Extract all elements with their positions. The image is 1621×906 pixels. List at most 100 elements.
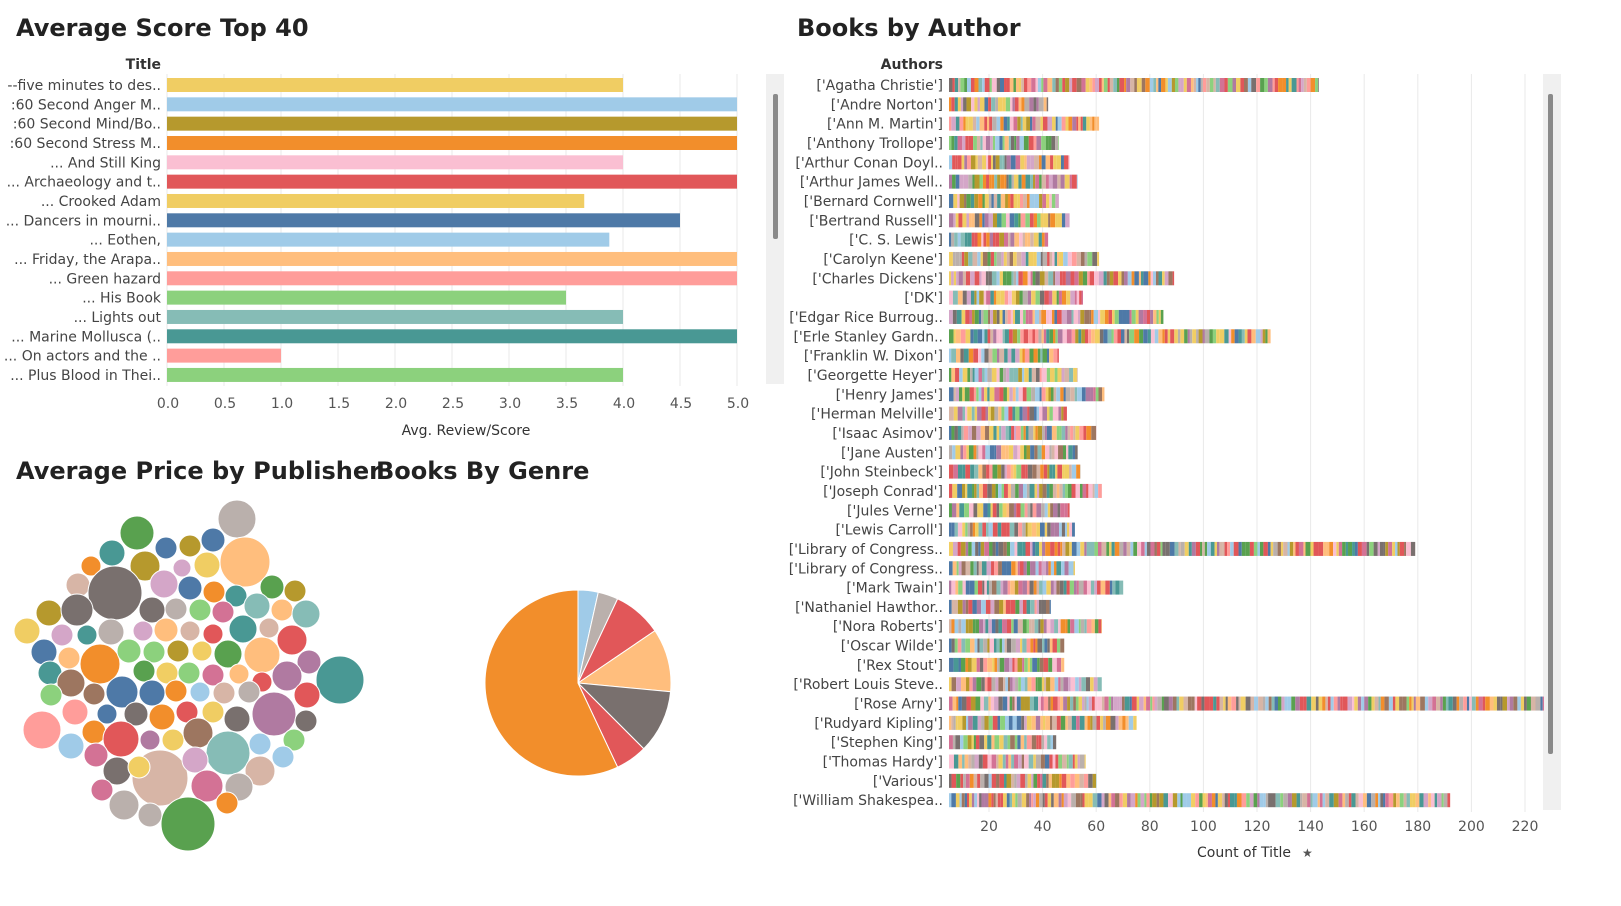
author-bar-segment [1058, 135, 1059, 150]
author-bar-segment [957, 483, 962, 498]
author-bar-segment [988, 97, 992, 112]
author-bar-segment [1070, 425, 1074, 440]
author-bar-segment [1027, 290, 1032, 305]
author-bar-segment [1249, 541, 1254, 556]
author-bar-segment [1111, 329, 1114, 344]
author-bar-segment [1178, 541, 1181, 556]
author-bar-segment [1126, 541, 1131, 556]
author-bar-segment [1287, 541, 1290, 556]
author-bar-segment [1006, 387, 1010, 402]
author-bar-segment [1019, 135, 1024, 150]
author-bar-segment [951, 271, 954, 286]
author-bar-segment [1202, 793, 1206, 808]
author-bar-segment [951, 715, 954, 730]
author-bar-segment [1092, 773, 1097, 788]
author-bar-segment [1038, 232, 1042, 247]
author-bar-segment [957, 541, 961, 556]
author-bar-segment [1282, 78, 1287, 92]
author-bar-segment [1388, 696, 1393, 711]
author-bar-segment [960, 232, 965, 247]
author-bar-segment [1287, 793, 1292, 808]
author-bar-segment [1071, 541, 1077, 556]
author-bar-segment [996, 290, 1001, 305]
author-bar-segment [1065, 425, 1068, 440]
author-bar-segment [979, 97, 985, 112]
author-bar-segment [964, 78, 968, 92]
author-bar-segment [1283, 541, 1288, 556]
author-bar-segment [996, 425, 1000, 440]
author-bar-segment [1254, 696, 1259, 711]
author-bar-segment [1069, 541, 1072, 556]
author-bar-segment [1375, 793, 1379, 808]
author-bar-segment [951, 232, 955, 247]
author-bar-segment [1051, 425, 1057, 440]
author-bar-segment [1036, 251, 1041, 266]
author-bar-segment [1169, 541, 1175, 556]
author-bar-segment [1054, 541, 1058, 556]
author-bar-segment [1038, 155, 1042, 170]
author-bar-segment [1040, 348, 1043, 363]
author-bar-segment [1010, 309, 1013, 324]
author-bar-segment [1074, 773, 1080, 788]
author-bar-segment [1104, 309, 1109, 324]
author-bar-segment [1192, 329, 1197, 344]
author-x-tick: 180 [1404, 819, 1431, 835]
author-scrollbar-thumb[interactable] [1548, 94, 1553, 754]
author-bar-segment [1268, 793, 1273, 808]
author-bar-segment [1048, 657, 1053, 672]
author-bar-segment [959, 193, 965, 208]
author-bar-segment [1061, 290, 1067, 305]
score-x-tick: 3.5 [556, 396, 578, 412]
author-bar-segment [1078, 309, 1081, 324]
author-bar-segment [1129, 309, 1132, 324]
author-bar-segment [958, 754, 963, 769]
author-bar-segment [1260, 78, 1265, 92]
score-scrollbar-thumb[interactable] [773, 94, 778, 239]
author-bar-segment [986, 174, 990, 189]
author-bar-segment [949, 715, 952, 730]
author-bar-segment [1049, 464, 1053, 479]
author-bar-segment [1081, 78, 1086, 92]
author-bar-segment [1015, 677, 1019, 692]
author-bar-segment [1126, 329, 1130, 344]
author-row-header: Authors [881, 57, 943, 73]
score-row-label: :60 Second Anger M.. [11, 97, 161, 113]
author-bar-segment [963, 97, 967, 112]
author-bar-segment [1187, 329, 1190, 344]
publisher-bubble [224, 584, 248, 608]
author-bar-segment [982, 329, 985, 344]
author-bar-segment [971, 213, 975, 228]
publisher-bubble [79, 643, 121, 685]
author-bar-segment [959, 251, 962, 266]
author-bar-segment [1010, 155, 1016, 170]
author-row-label: ['Robert Louis Steve.. [793, 677, 943, 693]
score-bar [167, 135, 737, 150]
author-bar-segment [1019, 561, 1024, 576]
author-bar-segment [1068, 155, 1070, 170]
author-bar-segment [1167, 78, 1172, 92]
author-bar-segment [1049, 193, 1052, 208]
author-bar-segment [1022, 638, 1027, 653]
author-bar-segment [952, 445, 956, 460]
author-bar-segment [1311, 696, 1316, 711]
author-bar-segment [1291, 793, 1297, 808]
author-bar-segment [1183, 78, 1187, 92]
author-bar-segment [960, 657, 966, 672]
author-bar-segment [1106, 541, 1110, 556]
author-bar-segment [983, 232, 987, 247]
author-row-label: ['Andre Norton'] [831, 97, 943, 113]
author-bar-segment [1186, 793, 1192, 808]
author-bar-segment [1373, 541, 1378, 556]
score-row-label: ... Friday, the Arapa.. [14, 252, 161, 268]
author-bar-segment [1018, 677, 1021, 692]
author-bar-segment [1217, 793, 1223, 808]
author-bar-segment [1153, 271, 1156, 286]
author-bar-segment [1250, 696, 1255, 711]
author-bar-segment [1020, 696, 1025, 711]
author-bar-segment [987, 483, 992, 498]
author-bar-segment [1057, 116, 1062, 131]
author-bar-segment [1024, 503, 1028, 518]
author-row-label: ['Herman Melville'] [811, 407, 943, 423]
author-bar-segment [1039, 271, 1045, 286]
author-bar-segment [1026, 599, 1031, 614]
